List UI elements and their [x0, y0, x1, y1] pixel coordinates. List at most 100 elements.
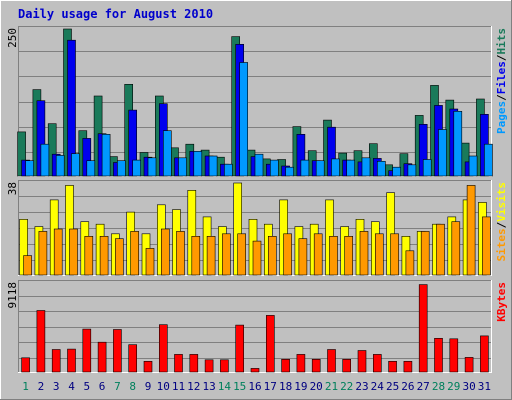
bar-hits-pages-day-15: [239, 62, 248, 177]
bar-visits-sites-day-3: [53, 228, 63, 276]
bar-kbytes-kbytes-day-31: [480, 335, 489, 373]
chart-title: Daily usage for August 2010: [18, 7, 213, 21]
x-tick-label: 3: [53, 380, 60, 393]
bar-visits-sites-day-31: [482, 216, 491, 276]
bar-kbytes-kbytes-day-1: [21, 357, 30, 373]
bar-hits-pages-day-13: [208, 155, 218, 177]
bar-visits-sites-day-2: [38, 231, 48, 276]
bar-hits-pages-day-31: [484, 143, 493, 177]
legend-hits: Pages/Files/Hits: [495, 28, 508, 134]
bar-visits-sites-day-21: [329, 236, 338, 276]
bar-visits-sites-day-13: [206, 236, 216, 276]
bar-kbytes-kbytes-day-17: [265, 315, 275, 373]
y-max-label-hits: 250: [6, 28, 19, 48]
x-tick-label: 2: [38, 380, 45, 393]
x-tick-label: 11: [172, 380, 185, 393]
bar-visits-sites-day-27: [420, 231, 430, 276]
bar-hits-pages-day-21: [331, 158, 340, 177]
bar-hits-pages-day-29: [453, 111, 463, 177]
bar-kbytes-kbytes-day-27: [418, 284, 428, 373]
bar-visits-sites-day-30: [466, 185, 476, 276]
bar-visits-sites-day-17: [267, 236, 277, 276]
bar-visits-sites-day-16: [252, 240, 262, 276]
x-tick-label: 8: [129, 380, 136, 393]
bar-kbytes-kbytes-day-18: [281, 358, 290, 373]
bar-kbytes-kbytes-day-4: [67, 348, 76, 373]
x-tick-label: 26: [401, 380, 414, 393]
bar-kbytes-kbytes-day-24: [372, 354, 382, 373]
bar-kbytes-kbytes-day-28: [434, 337, 443, 373]
x-axis-labels: 1 2 3 4 5 6 7 8 9 10 11 12 13 14 15 16 17 18 19 20 21 22 23 24 2…: [22, 380, 491, 393]
bar-kbytes-kbytes-day-29: [449, 338, 459, 373]
x-tick-label: 17: [264, 380, 277, 393]
x-tick-label: 29: [447, 380, 460, 393]
bar-visits-sites-day-25: [390, 233, 399, 276]
bar-hits-pages-day-26: [407, 164, 417, 177]
bar-hits-pages-day-7: [117, 160, 126, 177]
bar-hits-pages-day-19: [300, 159, 310, 177]
x-tick-label: 5: [83, 380, 90, 393]
bar-kbytes-kbytes-day-2: [36, 310, 46, 373]
x-tick-label: 31: [478, 380, 491, 393]
bar-visits-sites-day-14: [222, 233, 231, 276]
bar-kbytes-kbytes-day-13: [204, 359, 214, 373]
bar-kbytes-kbytes-day-23: [357, 350, 367, 373]
legend-entry: /: [495, 221, 508, 228]
bar-hits-pages-day-18: [285, 166, 294, 177]
bar-visits-sites-day-4: [69, 228, 78, 276]
legend-entry: Visits: [495, 182, 508, 222]
bar-hits-pages-day-6: [101, 134, 111, 177]
y-max-label-kbytes: 9118: [6, 282, 19, 309]
bar-kbytes-kbytes-day-7: [113, 329, 122, 373]
bar-hits-pages-day-23: [361, 157, 371, 177]
bar-visits-sites-day-7: [115, 238, 124, 276]
x-tick-label: 15: [233, 380, 246, 393]
bar-kbytes-kbytes-day-20: [311, 358, 321, 373]
x-tick-label: 20: [310, 380, 323, 393]
bar-kbytes-kbytes-day-14: [220, 359, 229, 373]
bar-visits-sites-day-29: [451, 221, 461, 276]
bar-kbytes-kbytes-day-6: [97, 341, 107, 373]
bar-hits-pages-day-4: [71, 153, 80, 177]
legend-entry: KBytes: [495, 282, 508, 322]
x-tick-label: 24: [371, 380, 385, 393]
x-tick-label: 10: [157, 380, 170, 393]
bar-visits-sites-day-12: [191, 236, 201, 276]
x-tick-label: 22: [340, 380, 353, 393]
plot-area-kbytes: [18, 280, 492, 373]
x-tick-label: 18: [279, 380, 292, 393]
legend-entry: Pages: [495, 101, 508, 134]
bars-kbytes: [21, 284, 489, 373]
bar-visits-sites-day-11: [176, 231, 185, 276]
bar-kbytes-kbytes-day-19: [296, 354, 306, 373]
bar-visits-sites-day-6: [99, 236, 109, 276]
bar-kbytes-kbytes-day-3: [51, 349, 61, 373]
legend-entry: Files: [495, 61, 508, 94]
x-tick-label: 14: [218, 380, 232, 393]
bar-hits-pages-day-5: [86, 160, 96, 177]
bar-hits-pages-day-8: [132, 159, 141, 177]
bar-kbytes-kbytes-day-5: [82, 328, 92, 373]
bar-hits-pages-day-20: [315, 160, 325, 177]
bar-visits-sites-day-22: [344, 236, 354, 276]
bar-hits-pages-day-22: [346, 159, 356, 177]
bars-visits: [19, 182, 491, 276]
bar-kbytes-kbytes-day-8: [128, 344, 137, 373]
bar-hits-pages-day-2: [40, 143, 50, 177]
bar-visits-sites-day-5: [84, 236, 94, 276]
bar-kbytes-kbytes-day-25: [388, 360, 397, 373]
x-tick-label: 1: [22, 380, 29, 393]
bar-kbytes-kbytes-day-9: [143, 360, 153, 373]
x-tick-label: 23: [355, 380, 368, 393]
x-tick-label: 27: [417, 380, 430, 393]
legend-entry: /: [495, 94, 508, 101]
bar-visits-sites-day-24: [374, 233, 384, 276]
bar-hits-pages-day-27: [422, 159, 432, 177]
x-tick-label: 16: [248, 380, 261, 393]
bar-visits-sites-day-23: [359, 231, 369, 276]
x-tick-label: 30: [462, 380, 475, 393]
bar-hits-pages-day-1: [25, 160, 34, 177]
bar-hits-pages-day-9: [147, 157, 157, 177]
x-tick-label: 7: [114, 380, 121, 393]
bar-visits-sites-day-1: [23, 255, 32, 276]
